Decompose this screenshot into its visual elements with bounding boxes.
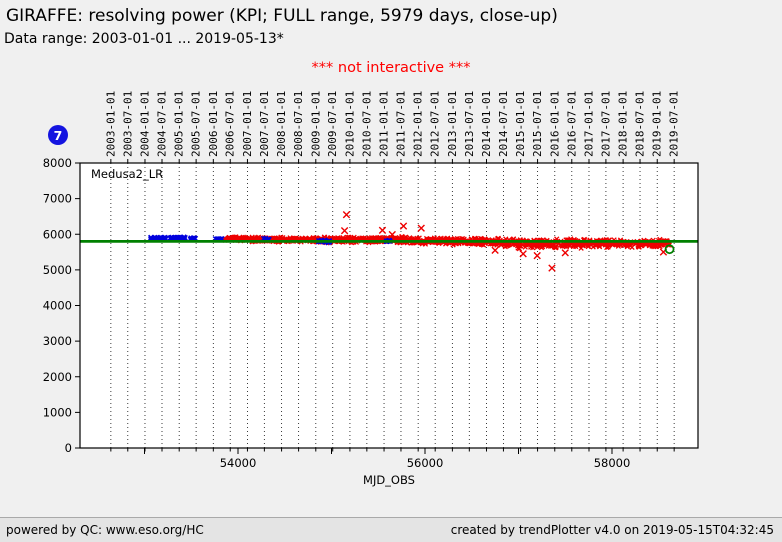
- data-point: [519, 250, 527, 258]
- data-point: [388, 230, 396, 239]
- data-range-subtitle: Data range: 2003-01-01 ... 2019-05-13*: [4, 31, 284, 47]
- data-point: [561, 249, 569, 257]
- y-tick-label: 0: [65, 441, 72, 455]
- x-tick-label: 56000: [407, 456, 444, 470]
- data-point: [175, 234, 182, 240]
- data-point: [368, 235, 375, 241]
- inset-label: Medusa2_LR: [91, 167, 163, 181]
- data-point: [553, 245, 559, 251]
- y-tick-label: 1000: [43, 405, 72, 419]
- y-tick-label: 7000: [43, 192, 72, 206]
- data-point: [539, 244, 546, 250]
- data-point: [615, 242, 621, 248]
- footer-created-by: created by trendPlotter v4.0 on 2019-05-…: [450, 523, 774, 537]
- data-point: [594, 242, 600, 248]
- x-tick-label: 54000: [220, 456, 257, 470]
- data-point: [654, 241, 660, 247]
- date-tick-label: 2018-07-01: [634, 91, 647, 157]
- date-tick-label: 2015-01-01: [514, 91, 527, 157]
- date-tick-label: 2007-01-01: [241, 91, 254, 157]
- date-tick-label: 2010-07-01: [360, 91, 373, 157]
- date-tick-label: 2005-07-01: [190, 91, 203, 157]
- footer-bar: powered by QC: www.eso.org/HC created by…: [0, 517, 782, 542]
- data-point: [374, 235, 380, 241]
- data-point: [659, 241, 665, 247]
- plot-border: [79, 162, 699, 449]
- data-point: [545, 243, 551, 249]
- plot-number-badge[interactable]: 7: [48, 125, 68, 145]
- data-point: [378, 226, 387, 235]
- data-point: [491, 246, 499, 254]
- date-tick-label: 2006-01-01: [207, 91, 220, 157]
- data-point: [399, 222, 408, 230]
- x-tick-label: 58000: [594, 456, 631, 470]
- date-tick-label: 2009-01-01: [309, 91, 322, 157]
- date-tick-label: 2013-07-01: [463, 91, 476, 157]
- data-point: [649, 243, 655, 249]
- date-tick-label: 2014-07-01: [497, 91, 510, 157]
- data-point: [502, 244, 508, 250]
- data-point: [417, 224, 425, 232]
- date-tick-label: 2010-01-01: [343, 91, 356, 157]
- page-title: GIRAFFE: resolving power (KPI; FULL rang…: [6, 6, 558, 26]
- data-point: [629, 244, 635, 250]
- data-point: [340, 226, 349, 235]
- data-point: [533, 251, 541, 260]
- plot-background: [80, 163, 698, 448]
- data-point: [156, 235, 162, 241]
- date-tick-label: 2004-01-01: [138, 91, 151, 157]
- y-tick-label: 8000: [43, 156, 72, 170]
- data-point: [548, 242, 555, 248]
- date-tick-label: 2011-07-01: [394, 91, 407, 157]
- data-point: [190, 235, 196, 242]
- date-tick-label: 2007-07-01: [258, 91, 271, 157]
- date-tick-label: 2013-01-01: [446, 91, 459, 157]
- date-tick-label: 2005-01-01: [173, 91, 186, 157]
- date-tick-label: 2016-01-01: [548, 91, 561, 157]
- date-tick-label: 2003-01-01: [104, 91, 117, 157]
- not-interactive-notice: *** not interactive ***: [311, 60, 471, 76]
- date-tick-label: 2015-07-01: [531, 91, 544, 157]
- data-point: [342, 210, 351, 219]
- date-tick-label: 2011-01-01: [378, 91, 391, 157]
- date-tick-label: 2017-01-01: [582, 91, 595, 157]
- date-tick-label: 2012-01-01: [412, 91, 425, 157]
- data-point: [160, 235, 167, 241]
- date-tick-label: 2014-01-01: [480, 91, 493, 157]
- y-tick-label: 5000: [43, 263, 72, 277]
- y-tick-label: 2000: [43, 370, 72, 384]
- date-tick-label: 2009-07-01: [326, 91, 339, 157]
- date-tick-label: 2008-01-01: [275, 91, 288, 157]
- date-tick-label: 2012-07-01: [429, 91, 442, 157]
- y-tick-label: 4000: [43, 299, 72, 313]
- data-point: [517, 243, 523, 249]
- data-point: [396, 234, 402, 241]
- y-tick-label: 3000: [43, 334, 72, 348]
- data-point: [650, 243, 657, 249]
- data-point: [181, 234, 187, 241]
- footer-powered-by: powered by QC: www.eso.org/HC: [6, 523, 204, 537]
- date-tick-label: 2006-07-01: [224, 91, 237, 157]
- date-tick-label: 2019-01-01: [651, 91, 664, 157]
- date-tick-label: 2018-01-01: [617, 91, 630, 157]
- date-tick-label: 2016-07-01: [565, 91, 578, 157]
- date-tick-label: 2004-07-01: [155, 91, 168, 157]
- date-tick-label: 2019-07-01: [668, 91, 681, 157]
- data-point: [585, 243, 591, 250]
- x-axis-title: MJD_OBS: [363, 473, 415, 487]
- y-tick-label: 6000: [43, 227, 72, 241]
- date-tick-label: 2008-07-01: [292, 91, 305, 157]
- data-point: [664, 244, 675, 255]
- data-point: [548, 264, 556, 272]
- date-tick-label: 2017-07-01: [599, 91, 612, 157]
- data-point: [333, 235, 339, 242]
- date-tick-label: 2003-07-01: [121, 91, 134, 157]
- data-point: [525, 242, 531, 248]
- data-point: [162, 235, 168, 241]
- data-point: [151, 235, 157, 241]
